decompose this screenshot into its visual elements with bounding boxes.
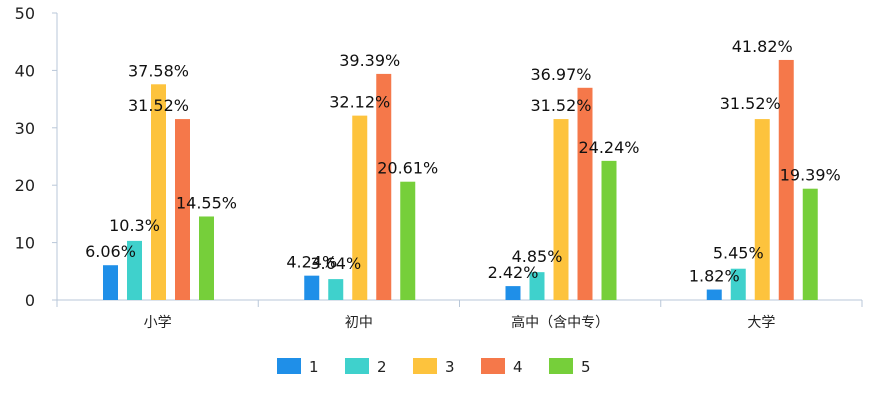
- bar-series-5: [400, 181, 416, 300]
- bar-series-1: [103, 265, 118, 300]
- data-label: 10.3%: [109, 216, 160, 235]
- bar-series-2: [730, 268, 746, 300]
- bar-series-1: [304, 275, 320, 300]
- data-label: 31.52%: [720, 94, 781, 113]
- axes: 0 10 20 30 40 50 小学 初中 高中（含中专） 大学: [15, 4, 863, 331]
- legend-swatch: [345, 358, 369, 374]
- bar-series-1: [706, 289, 722, 300]
- data-label: 19.39%: [780, 166, 841, 185]
- data-label: 1.82%: [689, 267, 740, 286]
- data-label: 5.45%: [713, 244, 764, 263]
- y-tick-label: 30: [15, 119, 35, 138]
- bar-series-2: [127, 240, 142, 300]
- bar-series-1: [505, 286, 521, 300]
- data-label: 6.06%: [85, 242, 136, 261]
- data-label: 36.97%: [530, 65, 591, 84]
- data-label: 39.39%: [339, 51, 400, 70]
- x-tick-label: 初中: [345, 314, 373, 331]
- bar-series-2: [328, 279, 344, 300]
- data-label: 14.55%: [176, 193, 237, 212]
- data-label: 4.85%: [512, 247, 563, 266]
- legend-swatch: [413, 358, 437, 374]
- bar-series-4: [175, 119, 190, 301]
- bar-series-4: [376, 73, 392, 300]
- bar-series-3: [352, 115, 368, 301]
- legend-label: 4: [513, 358, 523, 376]
- data-label: 31.52%: [530, 96, 591, 115]
- legend-label: 3: [445, 358, 455, 376]
- bar-series-3: [754, 119, 770, 301]
- data-labels: 6.06% 4.24% 2.42% 1.82% 10.3% 3.64% 4.85% 5.45%…: [85, 37, 841, 286]
- bar-series-5: [802, 188, 818, 300]
- bar-series-4: [577, 87, 593, 300]
- data-label: 32.12%: [329, 93, 390, 112]
- bar-series-4: [778, 59, 794, 300]
- bar-series-2: [529, 272, 545, 300]
- data-label: 31.52%: [128, 96, 189, 115]
- y-tick-label: 20: [15, 176, 35, 195]
- legend-swatch: [549, 358, 573, 374]
- y-tick-label: 50: [15, 4, 35, 23]
- bar-series-5: [199, 216, 214, 300]
- data-label: 4.24%: [286, 253, 337, 272]
- bar-series-5: [601, 160, 617, 300]
- y-tick-label: 0: [25, 291, 35, 310]
- x-tick-label: 大学: [747, 315, 775, 331]
- data-label: 37.58%: [128, 61, 189, 80]
- y-tick-label: 40: [15, 61, 35, 80]
- legend: 1 2 3 4 5: [277, 358, 591, 376]
- data-label: 41.82%: [732, 37, 793, 56]
- bar-series-3: [151, 84, 166, 300]
- bar-series-3: [553, 119, 569, 301]
- x-tick-label: 高中（含中专）: [511, 314, 609, 331]
- legend-swatch: [481, 358, 505, 374]
- legend-swatch: [277, 358, 301, 374]
- data-label: 24.24%: [578, 138, 639, 157]
- legend-label: 2: [377, 358, 387, 376]
- y-tick-label: 10: [15, 234, 35, 253]
- data-label: 20.61%: [377, 159, 438, 178]
- x-tick-label: 小学: [144, 315, 172, 331]
- data-label: 3.64%: [310, 254, 361, 273]
- bars: [103, 59, 818, 301]
- data-label: 2.42%: [488, 263, 539, 282]
- legend-label: 1: [309, 358, 319, 376]
- legend-label: 5: [581, 358, 591, 376]
